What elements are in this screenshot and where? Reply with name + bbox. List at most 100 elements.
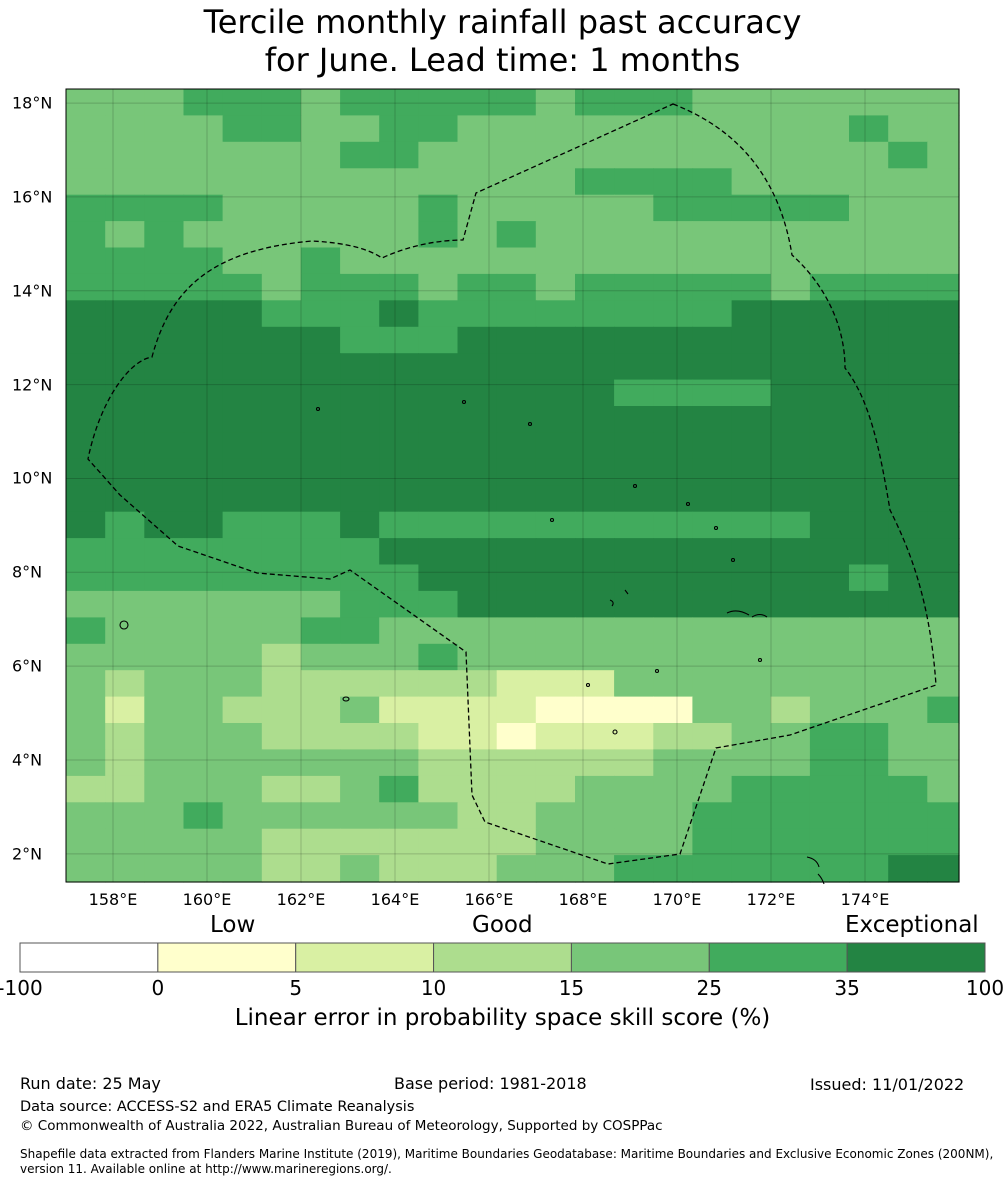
grid-cell	[575, 617, 615, 645]
grid-cell	[183, 432, 224, 460]
grid-cell	[614, 643, 654, 671]
grid-cell	[770, 168, 811, 196]
grid-cell	[692, 194, 733, 222]
grid-cell	[457, 590, 498, 618]
grid-cell	[809, 89, 850, 116]
grid-cell	[888, 89, 928, 116]
grid-cell	[849, 670, 889, 698]
grid-cell	[888, 590, 928, 618]
grid-cell	[418, 168, 459, 196]
grid-cell	[144, 141, 185, 169]
grid-cell	[575, 775, 615, 803]
grid-cell	[418, 273, 459, 301]
grid-cell	[144, 326, 185, 354]
grid-cell	[261, 458, 302, 486]
colorbar-segment	[708, 942, 848, 973]
grid-cell	[927, 538, 960, 566]
grid-cell	[300, 538, 341, 566]
grid-cell	[614, 828, 654, 856]
grid-cell	[614, 273, 654, 301]
colorbar-label-exceptional: Exceptional	[845, 912, 979, 938]
grid-cell	[66, 670, 106, 698]
grid-cell	[927, 115, 960, 143]
grid-cell	[535, 115, 576, 143]
grid-cell	[183, 828, 224, 856]
grid-cell	[379, 115, 419, 143]
grid-cell	[105, 194, 145, 222]
grid-cell	[614, 458, 654, 486]
grid-cell	[849, 617, 889, 645]
grid-cell	[418, 696, 459, 724]
grid-cell	[849, 353, 889, 381]
grid-cell	[496, 379, 537, 407]
grid-cell	[457, 115, 498, 143]
grid-cell	[261, 115, 302, 143]
grid-cell	[261, 141, 302, 169]
grid-cell	[888, 221, 928, 249]
grid-cell	[535, 221, 576, 249]
grid-cell	[105, 406, 145, 433]
grid-cell	[457, 564, 498, 592]
run-date: Run date: 25 May	[20, 1074, 161, 1093]
grid-cell	[575, 168, 615, 196]
grid-cell	[261, 432, 302, 460]
grid-cell	[261, 590, 302, 618]
grid-cell	[653, 141, 694, 169]
grid-cell	[300, 194, 341, 222]
grid-cell	[614, 300, 654, 328]
grid-cell	[418, 300, 459, 328]
grid-cell	[418, 247, 459, 275]
grid-cell	[457, 511, 498, 539]
grid-cell	[809, 353, 850, 381]
grid-cell	[144, 115, 185, 143]
grid-cell	[614, 670, 654, 698]
grid-cell	[535, 617, 576, 645]
grid-cell	[888, 485, 928, 513]
longitude-label: 164°E	[370, 890, 420, 909]
grid-cell	[692, 485, 733, 513]
grid-cell	[300, 617, 341, 645]
grid-cell	[927, 168, 960, 196]
grid-cell	[770, 855, 811, 883]
grid-cell	[809, 458, 850, 486]
colorbar-tick-label: -100	[0, 976, 43, 1000]
map-frame	[65, 88, 960, 883]
grid-cell	[340, 485, 380, 513]
grid-cell	[261, 538, 302, 566]
grid-cell	[575, 643, 615, 671]
grid-cell	[888, 115, 928, 143]
grid-cell	[535, 828, 576, 856]
grid-cell	[340, 273, 380, 301]
grid-cell	[379, 564, 419, 592]
grid-cell	[183, 353, 224, 381]
grid-cell	[731, 538, 772, 566]
grid-cell	[379, 300, 419, 328]
grid-cell	[496, 273, 537, 301]
grid-cell	[849, 194, 889, 222]
grid-cell	[66, 511, 106, 539]
grid-cell	[300, 802, 341, 830]
grid-cell	[183, 458, 224, 486]
grid-cell	[809, 406, 850, 433]
grid-cell	[379, 802, 419, 830]
grid-cell	[927, 564, 960, 592]
grid-cell	[731, 115, 772, 143]
skill-score-grid	[66, 89, 960, 883]
longitude-label: 158°E	[88, 890, 138, 909]
grid-cell	[888, 432, 928, 460]
grid-cell	[927, 353, 960, 381]
grid-cell	[575, 326, 615, 354]
grid-cell	[222, 723, 263, 750]
grid-cell	[614, 590, 654, 618]
grid-cell	[770, 379, 811, 407]
colorbar-segment	[295, 942, 435, 973]
grid-cell	[379, 221, 419, 249]
grid-cell	[614, 723, 654, 750]
grid-cell	[770, 221, 811, 249]
grid-cell	[144, 828, 185, 856]
grid-cell	[340, 247, 380, 275]
grid-cell	[222, 564, 263, 592]
grid-cell	[222, 379, 263, 407]
grid-cell	[692, 855, 733, 883]
grid-cell	[731, 300, 772, 328]
